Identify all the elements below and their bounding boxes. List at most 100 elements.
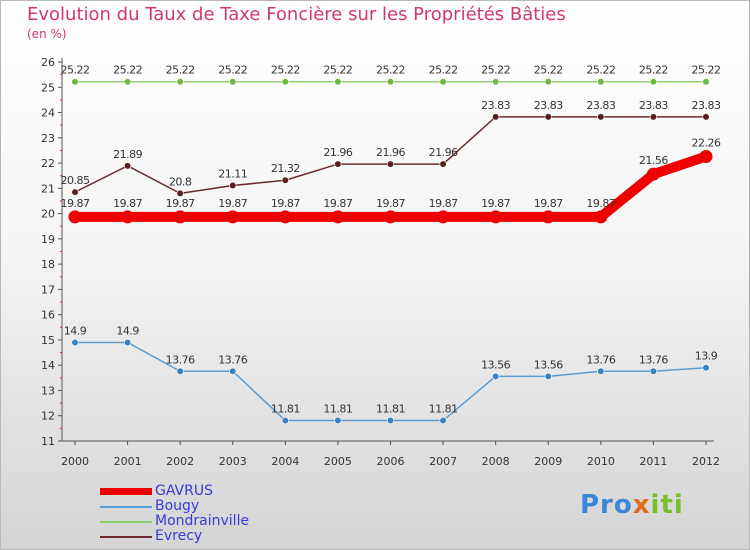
x-tick-label: 2003 [219, 455, 247, 468]
data-label-evrecy: 21.96 [429, 146, 458, 159]
y-tick-label: 12 [41, 410, 55, 423]
data-label-bougy: 13.76 [586, 353, 615, 366]
point-mondrainville [597, 78, 605, 86]
data-label-gavrus: 19.87 [586, 197, 615, 210]
x-tick-label: 2005 [324, 455, 352, 468]
point-gavrus [384, 210, 397, 224]
data-label-mondrainville: 25.22 [376, 64, 405, 77]
point-evrecy [281, 176, 289, 184]
point-gavrus [331, 210, 345, 224]
data-label-mondrainville: 25.22 [113, 64, 142, 77]
point-mondrainville [176, 78, 184, 86]
data-label-bougy: 13.76 [639, 353, 668, 366]
data-label-gavrus: 22.26 [692, 136, 721, 149]
logo-part-3: iti [650, 490, 684, 520]
point-mondrainville [123, 78, 132, 86]
y-tick-label: 24 [41, 107, 55, 120]
data-label-evrecy: 21.32 [271, 162, 300, 175]
point-bougy [597, 367, 605, 375]
data-label-gavrus: 19.87 [481, 197, 510, 210]
point-evrecy [702, 113, 710, 121]
data-label-mondrainville: 25.22 [271, 64, 300, 77]
point-bougy [281, 416, 289, 425]
data-label-evrecy: 21.96 [376, 146, 405, 159]
point-evrecy [544, 113, 552, 121]
y-tick-label: 11 [41, 435, 55, 448]
data-label-mondrainville: 25.22 [534, 64, 563, 77]
data-label-evrecy: 23.83 [481, 99, 510, 112]
x-tick-label: 2004 [271, 455, 299, 468]
data-label-bougy: 13.56 [534, 358, 563, 371]
data-label-mondrainville: 25.22 [586, 64, 615, 77]
data-label-evrecy: 21.89 [113, 148, 142, 161]
x-tick-label: 2006 [377, 455, 405, 468]
x-tick-label: 2012 [692, 455, 720, 468]
data-label-bougy: 11.81 [429, 403, 458, 416]
point-bougy [229, 367, 237, 375]
point-evrecy [492, 113, 500, 121]
data-label-evrecy: 20.85 [61, 174, 90, 187]
point-evrecy [123, 162, 132, 170]
data-label-gavrus: 19.87 [218, 197, 247, 210]
point-evrecy [597, 113, 605, 121]
point-gavrus [173, 210, 187, 224]
data-label-mondrainville: 25.22 [639, 64, 668, 77]
y-tick-label: 20 [41, 208, 55, 221]
point-gavrus [436, 210, 450, 224]
x-tick-label: 2000 [61, 455, 89, 468]
point-bougy [71, 338, 79, 347]
y-tick-label: 25 [41, 81, 55, 94]
x-tick-label: 2001 [114, 455, 142, 468]
point-bougy [176, 367, 184, 375]
point-bougy [439, 416, 447, 425]
data-label-bougy: 13.76 [218, 353, 247, 366]
legend-swatch-bougy [100, 506, 152, 508]
legend-label-bougy: Bougy [155, 498, 200, 514]
legend-label-mondrainville: Mondrainville [155, 513, 250, 529]
y-tick-label: 14 [41, 359, 55, 372]
data-label-gavrus: 21.56 [639, 154, 668, 167]
data-label-bougy: 11.81 [271, 403, 300, 416]
point-mondrainville [71, 78, 79, 86]
data-label-mondrainville: 25.22 [429, 64, 458, 77]
point-evrecy [229, 181, 237, 190]
x-tick-label: 2011 [639, 455, 667, 468]
chart-title: Evolution du Taux de Taxe Foncière sur l… [27, 4, 566, 25]
y-tick-label: 26 [41, 56, 55, 69]
point-gavrus [226, 210, 240, 224]
point-mondrainville [281, 78, 289, 86]
legend-swatch-evrecy [100, 536, 152, 538]
point-bougy [334, 416, 342, 425]
y-tick-label: 18 [41, 258, 55, 271]
data-label-bougy: 14.9 [64, 324, 87, 337]
y-tick-label: 15 [41, 334, 55, 347]
point-evrecy [386, 160, 395, 168]
point-gavrus [594, 210, 608, 224]
logo-part-2: x [632, 490, 651, 520]
y-tick-label: 13 [41, 384, 55, 397]
point-bougy [649, 367, 658, 375]
point-evrecy [71, 188, 79, 196]
data-label-mondrainville: 25.22 [218, 64, 247, 77]
y-tick-label: 21 [41, 182, 55, 195]
point-mondrainville [334, 78, 342, 86]
data-label-bougy: 13.56 [481, 358, 510, 371]
data-label-evrecy: 20.8 [169, 175, 192, 188]
data-label-gavrus: 19.87 [429, 197, 458, 210]
data-label-gavrus: 19.87 [271, 197, 300, 210]
point-gavrus [541, 210, 555, 224]
data-label-gavrus: 19.87 [323, 197, 352, 210]
data-label-mondrainville: 25.22 [166, 64, 195, 77]
point-gavrus [278, 210, 292, 224]
legend-item-gavrus: GAVRUS [100, 484, 320, 499]
data-label-bougy: 11.81 [376, 403, 405, 416]
point-bougy [386, 416, 395, 425]
y-tick-label: 17 [41, 283, 55, 296]
data-label-gavrus: 19.87 [166, 197, 195, 210]
data-label-gavrus: 19.87 [376, 197, 405, 210]
y-tick-label: 23 [41, 132, 55, 145]
point-bougy [123, 338, 132, 347]
data-label-bougy: 13.9 [695, 350, 718, 363]
point-mondrainville [544, 78, 552, 86]
